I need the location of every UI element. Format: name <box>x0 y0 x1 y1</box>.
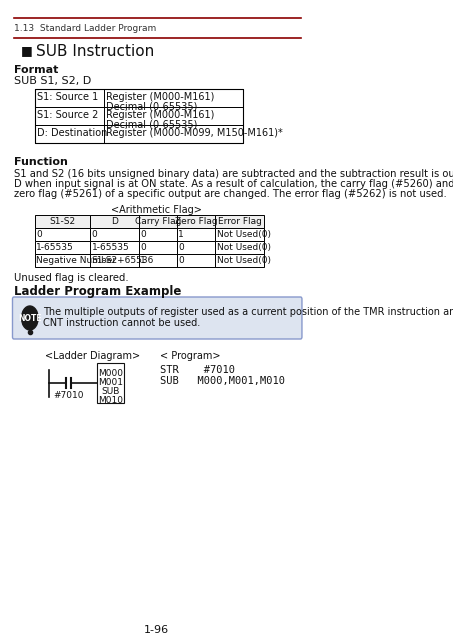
Bar <box>139 228 177 241</box>
Text: The multiple outputs of register used as a current position of the TMR instructi: The multiple outputs of register used as… <box>43 307 453 317</box>
Bar <box>35 107 243 125</box>
Text: S1: Source 2: S1: Source 2 <box>37 110 98 120</box>
Bar <box>35 89 243 107</box>
Text: S1-S2+65536: S1-S2+65536 <box>92 256 154 265</box>
Text: Decimal (0-65535): Decimal (0-65535) <box>106 119 198 129</box>
Text: SUB S1, S2, D: SUB S1, S2, D <box>14 76 91 86</box>
FancyBboxPatch shape <box>13 297 302 339</box>
Text: M010: M010 <box>98 396 123 405</box>
Text: Function: Function <box>14 157 68 167</box>
Bar <box>97 363 124 403</box>
Text: S1-S2: S1-S2 <box>49 217 76 226</box>
Text: ■: ■ <box>21 44 33 57</box>
Text: Register (M000-M161): Register (M000-M161) <box>106 92 215 102</box>
Text: S1 and S2 (16 bits unsigned binary data) are subtracted and the subtraction resu: S1 and S2 (16 bits unsigned binary data)… <box>14 169 453 179</box>
Text: zero flag (#5261) of a specific output are changed. The error flag (#5262) is no: zero flag (#5261) of a specific output a… <box>14 189 447 199</box>
Text: <Arithmetic Flag>: <Arithmetic Flag> <box>111 205 202 215</box>
Bar <box>139 241 177 254</box>
Text: S1: Source 1: S1: Source 1 <box>37 92 98 102</box>
Bar <box>35 215 90 228</box>
Bar <box>35 89 243 143</box>
Text: 1-96: 1-96 <box>145 625 169 635</box>
Text: 0: 0 <box>140 230 146 239</box>
Text: 1-65535: 1-65535 <box>36 243 74 252</box>
Text: Carry Flag: Carry Flag <box>135 217 181 226</box>
Text: M000: M000 <box>98 369 123 378</box>
Bar <box>177 215 215 228</box>
Bar <box>35 228 90 241</box>
Bar <box>215 228 264 241</box>
Text: SUB: SUB <box>101 387 120 396</box>
Bar <box>35 125 243 143</box>
Text: Format: Format <box>14 65 58 75</box>
Text: 1: 1 <box>140 256 146 265</box>
Text: SUB   M000,M001,M010: SUB M000,M001,M010 <box>159 376 284 386</box>
Text: Register (M000-M099, M150-M161)*: Register (M000-M099, M150-M161)* <box>106 128 283 138</box>
Text: 1.13  Standard Ladder Program: 1.13 Standard Ladder Program <box>14 24 156 33</box>
Text: D when input signal is at ON state. As a result of calculation, the carry flag (: D when input signal is at ON state. As a… <box>14 179 453 189</box>
Text: M001: M001 <box>98 378 123 387</box>
Text: Register (M000-M161): Register (M000-M161) <box>106 110 215 120</box>
Bar <box>35 254 90 267</box>
Bar <box>215 241 264 254</box>
Text: 1: 1 <box>178 230 184 239</box>
Text: Unused flag is cleared.: Unused flag is cleared. <box>14 273 129 283</box>
Text: 0: 0 <box>178 243 184 252</box>
Text: CNT instruction cannot be used.: CNT instruction cannot be used. <box>43 318 200 328</box>
Circle shape <box>22 306 38 330</box>
Text: Not Used(0): Not Used(0) <box>217 256 270 265</box>
Bar <box>139 254 177 267</box>
Text: NOTE: NOTE <box>18 314 42 323</box>
Text: 0: 0 <box>140 243 146 252</box>
Bar <box>177 241 215 254</box>
Bar <box>139 215 177 228</box>
Text: Negative Number: Negative Number <box>36 256 116 265</box>
Text: 0: 0 <box>178 256 184 265</box>
Text: Error Flag: Error Flag <box>217 217 261 226</box>
Bar <box>215 215 264 228</box>
Bar <box>35 241 90 254</box>
Text: Not Used(0): Not Used(0) <box>217 243 270 252</box>
Text: <Ladder Diagram>: <Ladder Diagram> <box>45 351 140 361</box>
Text: 1-65535: 1-65535 <box>92 243 130 252</box>
Bar <box>177 228 215 241</box>
Text: 0: 0 <box>36 230 42 239</box>
Bar <box>177 254 215 267</box>
Bar <box>90 241 139 254</box>
Bar <box>90 228 139 241</box>
Text: D: Destination: D: Destination <box>37 128 107 138</box>
Text: SUB Instruction: SUB Instruction <box>36 44 154 59</box>
Text: Not Used(0): Not Used(0) <box>217 230 270 239</box>
Text: #7010: #7010 <box>53 391 84 400</box>
Text: STR    #7010: STR #7010 <box>159 365 235 375</box>
Text: 0: 0 <box>92 230 97 239</box>
Bar <box>215 254 264 267</box>
Text: Decimal (0-65535): Decimal (0-65535) <box>106 101 198 111</box>
Text: Ladder Program Example: Ladder Program Example <box>14 285 181 298</box>
Text: < Program>: < Program> <box>159 351 220 361</box>
Text: Zero Flag: Zero Flag <box>175 217 217 226</box>
Bar <box>90 215 139 228</box>
Bar <box>90 254 139 267</box>
Text: D: D <box>111 217 118 226</box>
